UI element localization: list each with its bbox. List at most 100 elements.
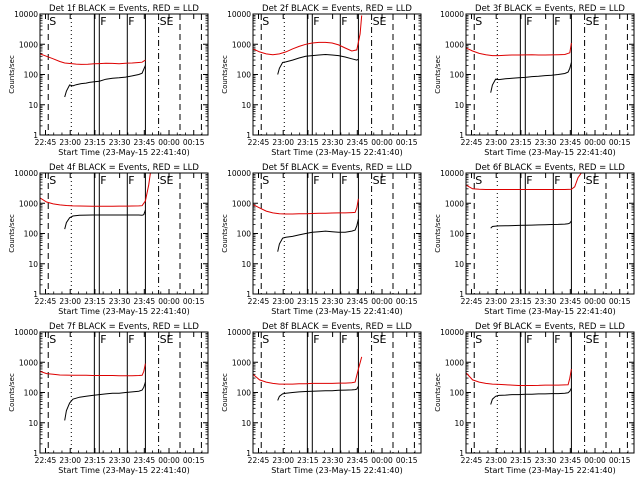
marker-label: S	[475, 333, 482, 346]
x-tick-label: 23:30	[322, 297, 344, 306]
plot-frame	[252, 13, 422, 136]
marker-label: F	[526, 333, 532, 346]
marker-label: S	[475, 15, 482, 28]
series-lld-line	[466, 42, 572, 57]
y-tick-label: 1000	[19, 199, 38, 208]
marker-label: F	[128, 15, 134, 28]
x-tick-label: 23:45	[560, 138, 582, 147]
x-tick-label: 23:30	[322, 138, 344, 147]
x-tick-label: 23:15	[84, 456, 106, 465]
x-axis-label: Start Time (23-May-15 22:41:40)	[58, 148, 189, 157]
x-axis-label: Start Time (23-May-15 22:41:40)	[484, 466, 615, 475]
marker-label: F	[341, 333, 347, 346]
x-tick-label: 22:45	[248, 456, 270, 465]
y-tick-label: 10000	[14, 169, 38, 178]
y-tick-label: 10	[241, 260, 251, 269]
y-tick-label: 10000	[14, 328, 38, 337]
series-events-line	[277, 386, 359, 401]
plot-frame	[465, 13, 635, 136]
series-group	[40, 363, 146, 421]
marker-label: S	[49, 333, 56, 346]
x-tick-label: 00:00	[158, 138, 180, 147]
x-axis-label: Start Time (23-May-15 22:41:40)	[484, 307, 615, 316]
x-tick-label: 22:45	[35, 297, 57, 306]
x-tick-label: 22:45	[35, 138, 57, 147]
y-tick-label: 100	[24, 389, 39, 398]
series-group	[40, 173, 151, 230]
marker-label: F	[100, 15, 106, 28]
x-tick-label: 23:30	[535, 297, 557, 306]
x-tick-label: 23:00	[59, 297, 81, 306]
panel-det-7: Det 7f BLACK = Events, RED = LLD Counts/s…	[8, 322, 209, 475]
x-tick-label: 00:00	[371, 297, 393, 306]
marker-label: F	[554, 333, 560, 346]
y-tick-label: 100	[24, 71, 39, 80]
panel-det-6: Det 6f BLACK = Events, RED = LLD Counts/s…	[434, 163, 635, 316]
y-tick-label: 1000	[19, 358, 38, 367]
x-axis-label: Start Time (23-May-15 22:41:40)	[271, 307, 402, 316]
x-tick-label: 00:15	[183, 456, 205, 465]
panel-title: Det 6f BLACK = Events, RED = LLD	[475, 163, 625, 173]
x-tick-label: 23:30	[109, 138, 131, 147]
marker-label: F	[526, 15, 532, 28]
marker-label: F	[100, 174, 106, 187]
marker-label: S	[262, 174, 269, 187]
x-axis-label: Start Time (23-May-15 22:41:40)	[58, 307, 189, 316]
plot-frame	[465, 172, 635, 295]
y-tick-label: 10	[454, 419, 464, 428]
x-axis-label: Start Time (23-May-15 22:41:40)	[271, 466, 402, 475]
marker-label: F	[128, 333, 134, 346]
series-events-line	[64, 209, 146, 230]
y-tick-label: 1	[459, 290, 464, 299]
marker-label: S	[475, 174, 482, 187]
y-tick-label: 1000	[232, 40, 251, 49]
plot-frame	[39, 13, 209, 136]
marker-label: SE	[586, 174, 600, 187]
series-group	[253, 356, 363, 401]
y-tick-label: 10	[28, 101, 38, 110]
series-lld-line	[40, 53, 146, 65]
y-axis-label: Counts/sec	[8, 214, 16, 253]
y-tick-label: 1	[246, 131, 251, 140]
x-axis-label: Start Time (23-May-15 22:41:40)	[271, 148, 402, 157]
marker-label: SE	[373, 15, 387, 28]
panel-title: Det 1f BLACK = Events, RED = LLD	[49, 4, 199, 14]
series-events-line	[490, 220, 572, 229]
x-tick-label: 00:00	[584, 456, 606, 465]
y-tick-label: 10	[241, 101, 251, 110]
x-tick-label: 23:30	[109, 456, 131, 465]
series-group	[466, 368, 572, 405]
x-tick-label: 00:00	[584, 138, 606, 147]
marker-label: S	[49, 15, 56, 28]
panel-title: Det 3f BLACK = Events, RED = LLD	[475, 4, 625, 14]
y-axis-label: Counts/sec	[434, 373, 442, 412]
x-tick-label: 23:45	[347, 138, 369, 147]
y-axis-label: Counts/sec	[8, 55, 16, 94]
x-tick-label: 23:00	[485, 456, 507, 465]
panel-title: Det 9f BLACK = Events, RED = LLD	[475, 322, 625, 332]
y-tick-label: 1	[33, 290, 38, 299]
marker-label: SE	[586, 15, 600, 28]
y-tick-label: 100	[237, 230, 252, 239]
y-tick-label: 1000	[445, 358, 464, 367]
x-tick-label: 23:15	[510, 456, 532, 465]
marker-label: F	[313, 15, 319, 28]
x-tick-label: 23:30	[535, 456, 557, 465]
x-axis-label: Start Time (23-May-15 22:41:40)	[484, 148, 615, 157]
x-tick-label: 00:00	[371, 456, 393, 465]
y-axis-label: Counts/sec	[221, 214, 229, 253]
x-tick-label: 23:45	[347, 297, 369, 306]
x-tick-label: 00:00	[584, 297, 606, 306]
x-tick-label: 23:15	[84, 138, 106, 147]
series-lld-line	[466, 173, 582, 190]
x-tick-label: 23:00	[272, 297, 294, 306]
panel-title: Det 8f BLACK = Events, RED = LLD	[262, 322, 412, 332]
y-tick-label: 1	[459, 131, 464, 140]
plot-frame	[39, 331, 209, 454]
x-tick-label: 22:45	[248, 138, 270, 147]
marker-label: SE	[373, 333, 387, 346]
y-tick-label: 1	[246, 449, 251, 458]
x-axis-label: Start Time (23-May-15 22:41:40)	[58, 466, 189, 475]
